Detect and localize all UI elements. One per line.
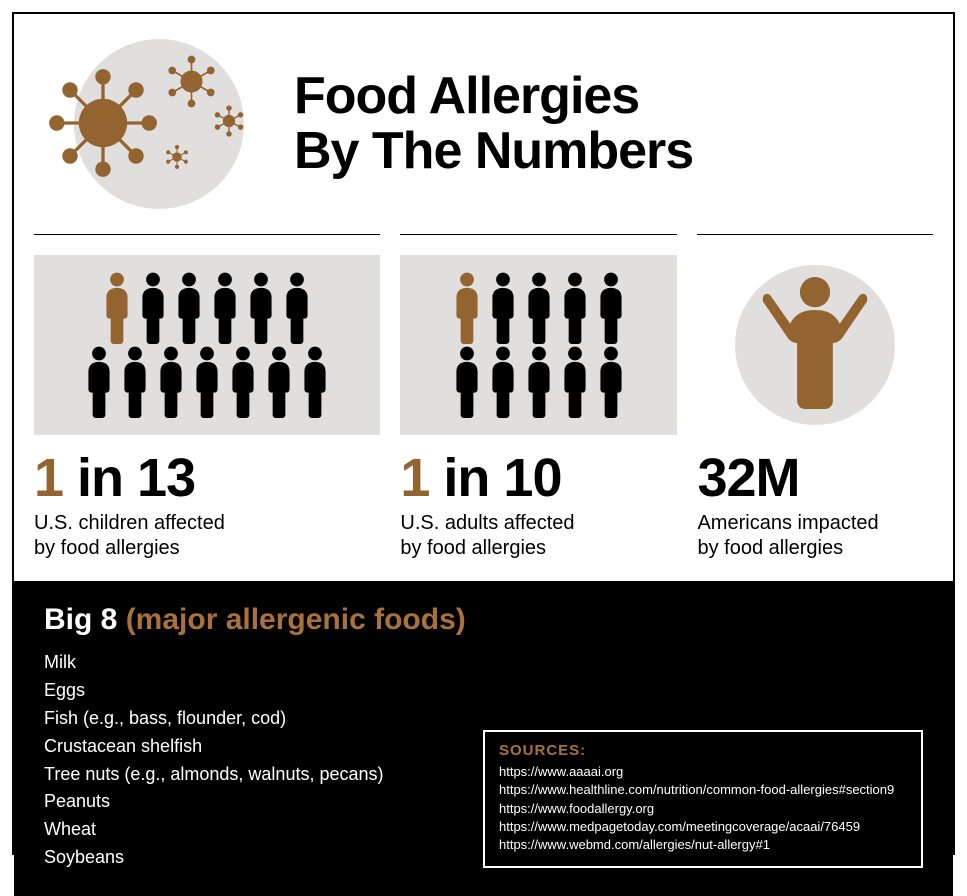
virus-icon-small-1 xyxy=(212,104,246,138)
stat-1: 1 in 13 U.S. children affectedby food all… xyxy=(34,255,380,561)
people-pictogram xyxy=(400,255,677,435)
big8-item: Eggs xyxy=(44,677,923,705)
person-icon xyxy=(263,345,295,419)
people-pictogram xyxy=(34,255,380,435)
person-icon xyxy=(227,345,259,419)
sources-title: SOURCES: xyxy=(499,742,907,759)
person-icon xyxy=(559,345,591,419)
stat-number: 32M xyxy=(697,451,933,505)
person-icon xyxy=(281,271,313,345)
person-icon xyxy=(299,345,331,419)
source-item: https://www.webmd.com/allergies/nut-alle… xyxy=(499,836,907,854)
person-icon xyxy=(119,345,151,419)
virus-icon-small-2 xyxy=(164,144,190,170)
person-icon xyxy=(487,345,519,419)
big8-item: Fish (e.g., bass, flounder, cod) xyxy=(44,705,923,733)
virus-icon-cluster xyxy=(44,34,264,214)
person-icon xyxy=(83,345,115,419)
person-icon xyxy=(245,271,277,345)
source-item: https://www.healthline.com/nutrition/com… xyxy=(499,781,907,799)
person-icon xyxy=(451,345,483,419)
stat-3: 32M Americans impactedby food allergies xyxy=(697,255,933,561)
stat-label: Americans impactedby food allergies xyxy=(697,511,933,561)
virus-icon-medium xyxy=(164,54,219,109)
stat-number: 1 in 13 xyxy=(34,451,380,505)
stat-label: U.S. children affectedby food allergies xyxy=(34,511,380,561)
infographic-frame: Food AllergiesBy The Numbers xyxy=(12,12,955,855)
person-icon xyxy=(487,271,519,345)
stat-2: 1 in 10 U.S. adults affectedby food aller… xyxy=(400,255,677,561)
person-icon xyxy=(101,271,133,345)
person-icon xyxy=(155,345,187,419)
person-icon xyxy=(137,271,169,345)
page-title: Food AllergiesBy The Numbers xyxy=(294,69,693,178)
person-icon xyxy=(173,271,205,345)
sources-box: SOURCES: https://www.aaaai.orghttps://ww… xyxy=(483,730,923,868)
stat-label: U.S. adults affectedby food allergies xyxy=(400,511,677,561)
source-item: https://www.medpagetoday.com/meetingcove… xyxy=(499,818,907,836)
big8-title: Big 8 (major allergenic foods) xyxy=(44,603,923,637)
source-item: https://www.foodallergy.org xyxy=(499,800,907,818)
person-icon xyxy=(451,271,483,345)
stats-row: 1 in 13 U.S. children affectedby food all… xyxy=(14,235,953,581)
person-icon xyxy=(595,271,627,345)
person-arms-up-icon xyxy=(760,273,870,413)
big8-title-main: Big 8 xyxy=(44,603,126,636)
person-icon xyxy=(559,271,591,345)
virus-icon-large xyxy=(48,68,158,178)
person-icon xyxy=(209,271,241,345)
single-person-graphic xyxy=(697,255,933,435)
big8-section: Big 8 (major allergenic foods) MilkEggsF… xyxy=(14,581,953,896)
stat-number: 1 in 10 xyxy=(400,451,677,505)
person-icon xyxy=(191,345,223,419)
person-icon xyxy=(595,345,627,419)
person-icon xyxy=(523,271,555,345)
big8-title-accent: (major allergenic foods) xyxy=(126,603,466,636)
source-item: https://www.aaaai.org xyxy=(499,763,907,781)
big8-item: Milk xyxy=(44,649,923,677)
sources-list: https://www.aaaai.orghttps://www.healthl… xyxy=(499,763,907,854)
person-icon xyxy=(523,345,555,419)
header: Food AllergiesBy The Numbers xyxy=(14,14,953,234)
